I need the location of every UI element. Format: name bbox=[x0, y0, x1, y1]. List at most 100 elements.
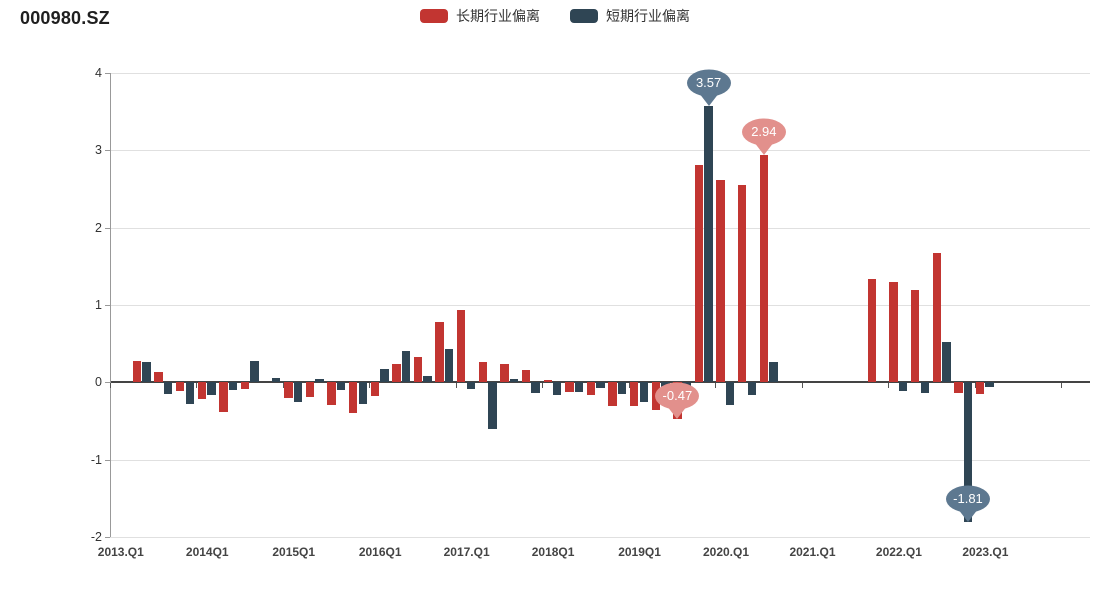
bar-long-2017Q4[interactable] bbox=[521, 369, 531, 383]
balloon-pin-icon bbox=[945, 485, 990, 523]
gridline-y--1 bbox=[110, 459, 1090, 461]
bar-long-2013Q3[interactable] bbox=[154, 372, 163, 383]
x-axis-label-2015Q1: 2015Q1 bbox=[272, 545, 316, 559]
bar-short-2016Q4[interactable] bbox=[445, 349, 454, 383]
x-axis-tick bbox=[369, 383, 371, 389]
bar-short-2022Q1[interactable] bbox=[898, 382, 908, 391]
bar-long-2022Q4[interactable] bbox=[954, 382, 963, 394]
bar-short-2018Q2[interactable] bbox=[574, 382, 584, 393]
bar-short-2015Q3[interactable] bbox=[336, 382, 346, 391]
bar-long-2018Q4[interactable] bbox=[608, 382, 617, 407]
page-title: 000980.SZ bbox=[20, 8, 110, 28]
bar-short-2018Q1[interactable] bbox=[553, 382, 562, 396]
balloon-pin-icon bbox=[686, 69, 731, 107]
bar-short-2013Q3[interactable] bbox=[164, 382, 173, 394]
y-axis-tick bbox=[105, 459, 110, 461]
x-axis-tick bbox=[974, 383, 976, 389]
bar-short-2015Q2[interactable] bbox=[315, 379, 324, 383]
bar-long-2014Q1[interactable] bbox=[197, 382, 207, 400]
annotation-balloon-2.94: 2.94 bbox=[741, 118, 787, 156]
bar-short-2016Q3[interactable] bbox=[423, 376, 432, 383]
bar-long-2020Q1[interactable] bbox=[716, 180, 725, 383]
y-axis-label--1: -1 bbox=[90, 452, 102, 467]
legend-item-long-term[interactable]: 长期行业偏离 bbox=[420, 6, 540, 26]
bar-long-2022Q1[interactable] bbox=[889, 281, 898, 383]
x-axis-tick bbox=[888, 383, 890, 389]
bar-short-2014Q2[interactable] bbox=[228, 382, 238, 391]
x-axis-tick bbox=[715, 383, 717, 389]
y-axis-tick bbox=[105, 73, 110, 74]
bar-long-2017Q1[interactable] bbox=[457, 310, 466, 383]
bar-short-2017Q1[interactable] bbox=[466, 382, 476, 389]
bar-short-2020Q1[interactable] bbox=[726, 382, 735, 405]
bar-long-2015Q2[interactable] bbox=[305, 382, 315, 398]
bar-short-2014Q3[interactable] bbox=[250, 361, 259, 383]
bar-long-2016Q3[interactable] bbox=[413, 356, 423, 383]
bar-short-2017Q3[interactable] bbox=[509, 379, 519, 383]
y-axis-label--2: -2 bbox=[90, 530, 102, 544]
gridline-y-3 bbox=[110, 150, 1090, 152]
bar-short-2015Q4[interactable] bbox=[358, 382, 367, 404]
bar-long-2014Q3[interactable] bbox=[240, 382, 250, 389]
bar-long-2015Q4[interactable] bbox=[348, 382, 358, 414]
bar-short-2018Q4[interactable] bbox=[617, 382, 627, 394]
y-axis-tick bbox=[105, 537, 110, 538]
bar-short-2013Q4[interactable] bbox=[185, 382, 195, 404]
y-axis-label-1: 1 bbox=[95, 298, 102, 312]
bar-long-2019Q1[interactable] bbox=[629, 382, 639, 407]
x-axis-label-2014Q1: 2014Q1 bbox=[185, 545, 229, 559]
bar-short-2017Q4[interactable] bbox=[531, 382, 540, 394]
bar-short-2013Q2[interactable] bbox=[142, 362, 151, 383]
bar-short-2015Q1[interactable] bbox=[293, 382, 303, 403]
bar-short-2022Q2[interactable] bbox=[920, 382, 929, 394]
annotation-balloon--1.81: -1.81 bbox=[945, 485, 991, 523]
y-axis-tick bbox=[105, 227, 110, 229]
x-axis-label-2017.Q1: 2017.Q1 bbox=[443, 545, 490, 559]
bar-long-2015Q1[interactable] bbox=[284, 382, 293, 398]
bar-short-2020Q2[interactable] bbox=[747, 382, 757, 395]
bar-long-2021Q4[interactable] bbox=[867, 278, 877, 383]
bar-long-2016Q4[interactable] bbox=[435, 322, 444, 383]
gridline-y-4 bbox=[110, 73, 1090, 74]
bar-long-2017Q3[interactable] bbox=[500, 363, 509, 383]
y-axis-label-0: 0 bbox=[95, 375, 102, 390]
gridline-y-2 bbox=[110, 227, 1090, 229]
x-axis-tick bbox=[542, 383, 544, 389]
bar-long-2022Q2[interactable] bbox=[910, 290, 920, 383]
bar-short-2022Q4[interactable] bbox=[963, 382, 973, 523]
bar-long-2014Q2[interactable] bbox=[219, 382, 228, 412]
bar-short-2019Q1[interactable] bbox=[639, 382, 648, 403]
bar-long-2013Q2[interactable] bbox=[132, 361, 142, 383]
bar-short-2014Q4[interactable] bbox=[272, 377, 281, 383]
bar-short-2022Q3[interactable] bbox=[942, 342, 951, 383]
bar-short-2019Q4[interactable] bbox=[704, 106, 713, 383]
bar-long-2018Q2[interactable] bbox=[565, 382, 574, 392]
legend-item-short-term[interactable]: 短期行业偏离 bbox=[570, 6, 690, 26]
bar-long-2023Q1[interactable] bbox=[975, 382, 985, 394]
x-axis-tick bbox=[196, 383, 198, 389]
bar-long-2015Q3[interactable] bbox=[327, 382, 336, 405]
bar-long-2022Q3[interactable] bbox=[932, 253, 941, 383]
bar-short-2020Q3[interactable] bbox=[769, 362, 778, 383]
bar-short-2018Q3[interactable] bbox=[596, 382, 605, 388]
bar-long-2018Q3[interactable] bbox=[586, 382, 596, 395]
x-axis-tick bbox=[282, 383, 284, 389]
bar-long-2013Q4[interactable] bbox=[176, 382, 185, 391]
bar-long-2020Q2[interactable] bbox=[738, 185, 747, 383]
annotation-value: -0.47 bbox=[662, 387, 693, 403]
x-axis-tick bbox=[455, 383, 457, 389]
bar-short-2023Q1[interactable] bbox=[985, 382, 994, 387]
bar-short-2014Q1[interactable] bbox=[207, 382, 216, 395]
bar-short-2017Q2[interactable] bbox=[488, 382, 497, 429]
legend: 长期行业偏离 短期行业偏离 bbox=[420, 6, 690, 26]
bar-long-2016Q1[interactable] bbox=[370, 382, 379, 397]
bar-long-2019Q4[interactable] bbox=[694, 165, 704, 383]
bar-short-2016Q2[interactable] bbox=[401, 350, 411, 383]
bar-long-2016Q2[interactable] bbox=[392, 363, 401, 383]
bar-long-2020Q3[interactable] bbox=[759, 154, 769, 383]
bar-long-2017Q2[interactable] bbox=[478, 362, 488, 383]
x-axis-label-2021.Q1: 2021.Q1 bbox=[789, 545, 836, 559]
bar-short-2016Q1[interactable] bbox=[380, 369, 389, 383]
bar-long-2018Q1[interactable] bbox=[543, 380, 552, 383]
